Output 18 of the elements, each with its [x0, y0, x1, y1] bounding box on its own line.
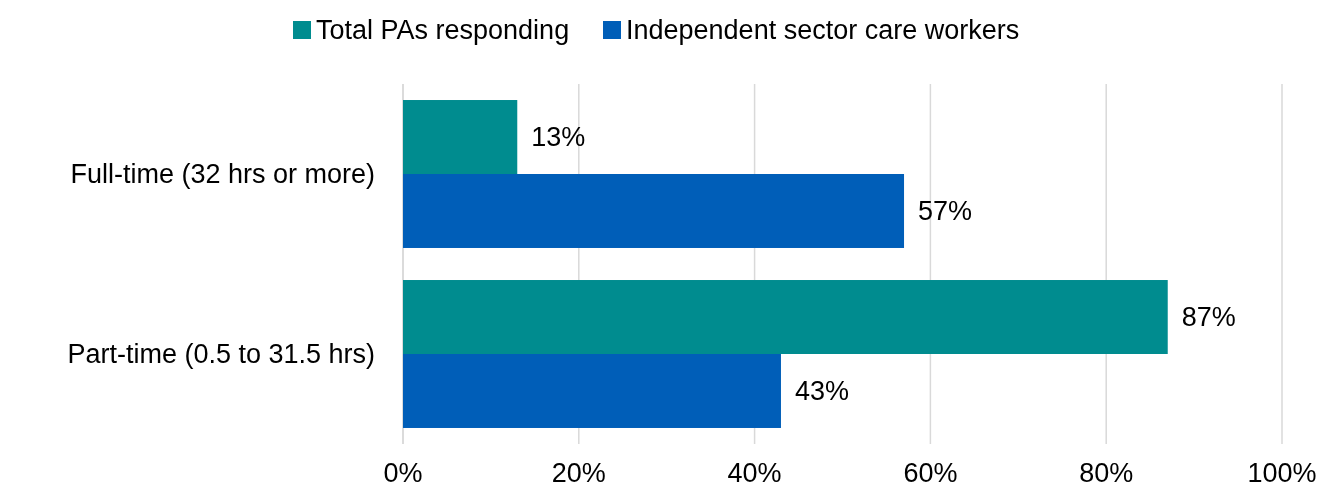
y-tick-label: Full-time (32 hrs or more) [70, 159, 375, 189]
data-label: 13% [531, 122, 586, 153]
legend-label: Total PAs responding [316, 15, 570, 45]
bar [403, 354, 781, 428]
x-tick-label: 0% [383, 458, 423, 488]
x-tick-label: 60% [903, 458, 958, 488]
bar [403, 174, 905, 248]
bar [403, 280, 1168, 354]
x-tick-label: 80% [1079, 458, 1134, 488]
x-tick-label: 20% [551, 458, 606, 488]
data-label: 57% [918, 195, 973, 226]
x-tick-label: 40% [727, 458, 782, 488]
data-label: 43% [794, 375, 850, 406]
y-tick-label: Part-time (0.5 to 31.5 hrs) [67, 339, 375, 369]
legend-label: Independent sector care workers [626, 15, 1020, 45]
x-tick-label: 100% [1247, 458, 1317, 488]
data-label: 87% [1181, 302, 1236, 333]
bar [403, 100, 518, 174]
